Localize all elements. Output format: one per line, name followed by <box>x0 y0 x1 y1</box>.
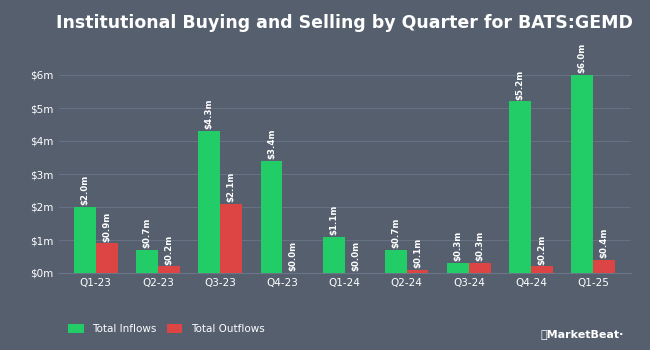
Bar <box>571 75 593 273</box>
Text: $6.0m: $6.0m <box>578 43 587 74</box>
Text: ⽏MarketBeat·: ⽏MarketBeat· <box>541 329 624 340</box>
Bar <box>261 161 282 273</box>
Text: $0.1m: $0.1m <box>413 238 422 268</box>
Bar <box>198 131 220 273</box>
Bar <box>158 266 180 273</box>
Bar <box>74 207 96 273</box>
Bar <box>136 250 158 273</box>
Text: $2.1m: $2.1m <box>227 172 235 202</box>
Bar <box>509 102 531 273</box>
Text: $0.7m: $0.7m <box>391 218 400 248</box>
Bar <box>323 237 345 273</box>
Text: $4.3m: $4.3m <box>205 99 214 130</box>
Bar <box>385 250 407 273</box>
Title: Institutional Buying and Selling by Quarter for BATS:GEMD: Institutional Buying and Selling by Quar… <box>56 14 633 32</box>
Bar <box>220 204 242 273</box>
Bar <box>593 260 615 273</box>
Bar <box>469 263 491 273</box>
Text: $0.0m: $0.0m <box>351 241 360 271</box>
Text: $3.4m: $3.4m <box>267 129 276 159</box>
Text: $0.3m: $0.3m <box>475 231 484 261</box>
Text: $0.2m: $0.2m <box>538 234 547 265</box>
Text: $0.4m: $0.4m <box>599 228 608 258</box>
Text: $2.0m: $2.0m <box>81 175 90 205</box>
Legend: Total Inflows, Total Outflows: Total Inflows, Total Outflows <box>64 320 268 338</box>
Text: $0.7m: $0.7m <box>142 218 151 248</box>
Text: $0.9m: $0.9m <box>102 211 111 242</box>
Bar <box>447 263 469 273</box>
Text: $0.3m: $0.3m <box>454 231 462 261</box>
Bar <box>407 270 428 273</box>
Text: $0.2m: $0.2m <box>164 234 174 265</box>
Text: $1.1m: $1.1m <box>329 205 338 235</box>
Bar <box>531 266 552 273</box>
Bar <box>96 243 118 273</box>
Text: $0.0m: $0.0m <box>289 241 298 271</box>
Text: $5.2m: $5.2m <box>515 70 525 100</box>
